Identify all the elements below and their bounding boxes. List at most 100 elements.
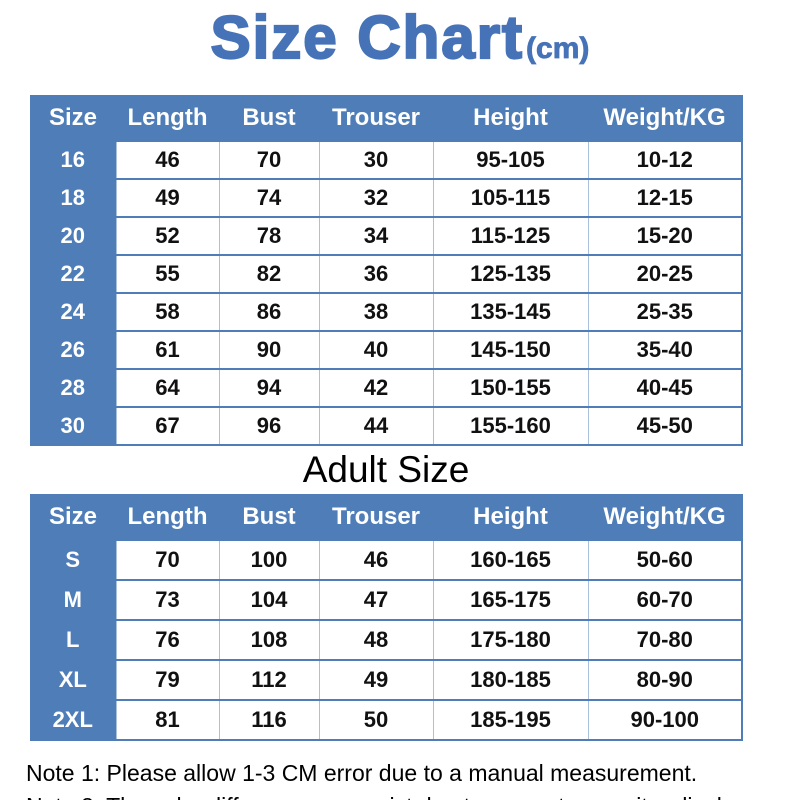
value-cell: 78	[218, 216, 320, 255]
value-cell: 100	[218, 539, 320, 580]
value-cell: 74	[218, 178, 320, 217]
value-cell: 96	[218, 406, 320, 445]
value-cell: 180-185	[432, 659, 589, 700]
value-cell: 105-115	[432, 178, 589, 217]
value-cell: 55	[115, 254, 220, 293]
value-cell: 60-70	[587, 579, 743, 620]
notes-block: Note 1: Please allow 1-3 CM error due to…	[26, 757, 800, 800]
column-header: Bust	[219, 494, 319, 540]
value-cell: 86	[218, 292, 320, 331]
value-cell: 42	[318, 368, 434, 407]
table-row: 28 64 94 42 150-155 40-45	[30, 368, 743, 407]
table-row: 20 52 78 34 115-125 15-20	[30, 216, 743, 255]
value-cell: 64	[115, 368, 220, 407]
value-cell: 80-90	[587, 659, 743, 700]
adult-size-heading: Adult Size	[302, 449, 470, 490]
adult-size-table: Size Length Bust Trouser Height Weight/KG S 70 1…	[30, 494, 743, 741]
table-row: 2XL 81 116 50 185-195 90-100	[30, 699, 743, 741]
size-label-cell: 24	[30, 293, 116, 331]
value-cell: 70	[218, 140, 320, 179]
value-cell: 36	[318, 254, 434, 293]
size-label-cell: M	[30, 580, 116, 620]
size-label-cell: S	[30, 540, 116, 580]
value-cell: 15-20	[587, 216, 743, 255]
value-cell: 90	[218, 330, 320, 369]
size-label-cell: L	[30, 620, 116, 660]
column-header: Weight/KG	[588, 494, 742, 540]
column-header: Length	[116, 494, 219, 540]
value-cell: 81	[115, 699, 220, 740]
size-label-cell: 16	[30, 141, 116, 179]
value-cell: 58	[115, 292, 220, 331]
value-cell: 35-40	[587, 330, 743, 369]
column-header: Length	[116, 95, 219, 141]
value-cell: 20-25	[587, 254, 743, 293]
value-cell: 90-100	[587, 699, 743, 740]
value-cell: 50-60	[587, 539, 743, 580]
size-label-cell: 28	[30, 369, 116, 407]
value-cell: 175-180	[432, 619, 589, 660]
size-label-cell: 18	[30, 179, 116, 217]
column-header: Size	[30, 494, 116, 540]
column-header: Trouser	[319, 95, 433, 141]
table-row: 26 61 90 40 145-150 35-40	[30, 330, 743, 369]
value-cell: 125-135	[432, 254, 589, 293]
value-cell: 46	[318, 539, 434, 580]
table-row: 16 46 70 30 95-105 10-12	[30, 140, 743, 179]
value-cell: 52	[115, 216, 220, 255]
size-label-cell: 30	[30, 407, 116, 446]
table-row: M 73 104 47 165-175 60-70	[30, 579, 743, 620]
value-cell: 50	[318, 699, 434, 740]
header-row: Size Length Bust Trouser Height Weight/KG	[30, 494, 742, 540]
value-cell: 70	[115, 539, 220, 580]
value-cell: 67	[115, 406, 220, 445]
value-cell: 40-45	[587, 368, 743, 407]
value-cell: 82	[218, 254, 320, 293]
table-row: 22 55 82 36 125-135 20-25	[30, 254, 743, 293]
value-cell: 44	[318, 406, 434, 445]
size-label-cell: XL	[30, 660, 116, 700]
table-row: L 76 108 48 175-180 70-80	[30, 619, 743, 660]
table-row: 18 49 74 32 105-115 12-15	[30, 178, 743, 217]
value-cell: 108	[218, 619, 320, 660]
note-line-1: Note 1: Please allow 1-3 CM error due to…	[26, 760, 698, 786]
value-cell: 45-50	[587, 406, 743, 445]
value-cell: 150-155	[432, 368, 589, 407]
column-header: Trouser	[319, 494, 433, 540]
size-label-cell: 26	[30, 331, 116, 369]
value-cell: 155-160	[432, 406, 589, 445]
size-label-cell: 2XL	[30, 700, 116, 741]
table-row: 30 67 96 44 155-160 45-50	[30, 406, 743, 446]
child-size-table: Size Length Bust Trouser Height Weight/KG 16 46…	[30, 95, 743, 446]
value-cell: 95-105	[432, 140, 589, 179]
table-row: 24 58 86 38 135-145 25-35	[30, 292, 743, 331]
size-label-cell: 20	[30, 217, 116, 255]
header-row: Size Length Bust Trouser Height Weight/KG	[30, 95, 742, 141]
value-cell: 49	[318, 659, 434, 700]
value-cell: 145-150	[432, 330, 589, 369]
value-cell: 79	[115, 659, 220, 700]
value-cell: 61	[115, 330, 220, 369]
value-cell: 10-12	[587, 140, 743, 179]
value-cell: 94	[218, 368, 320, 407]
column-header: Bust	[219, 95, 319, 141]
value-cell: 40	[318, 330, 434, 369]
column-header: Height	[433, 95, 588, 141]
value-cell: 73	[115, 579, 220, 620]
value-cell: 30	[318, 140, 434, 179]
value-cell: 12-15	[587, 178, 743, 217]
title-text: Size Chart	[210, 3, 525, 72]
column-header: Height	[433, 494, 588, 540]
title-unit: (cm)	[526, 32, 590, 66]
value-cell: 115-125	[432, 216, 589, 255]
value-cell: 165-175	[432, 579, 589, 620]
value-cell: 70-80	[587, 619, 743, 660]
value-cell: 104	[218, 579, 320, 620]
column-header: Weight/KG	[588, 95, 742, 141]
value-cell: 32	[318, 178, 434, 217]
value-cell: 116	[218, 699, 320, 740]
value-cell: 47	[318, 579, 434, 620]
value-cell: 38	[318, 292, 434, 331]
value-cell: 25-35	[587, 292, 743, 331]
